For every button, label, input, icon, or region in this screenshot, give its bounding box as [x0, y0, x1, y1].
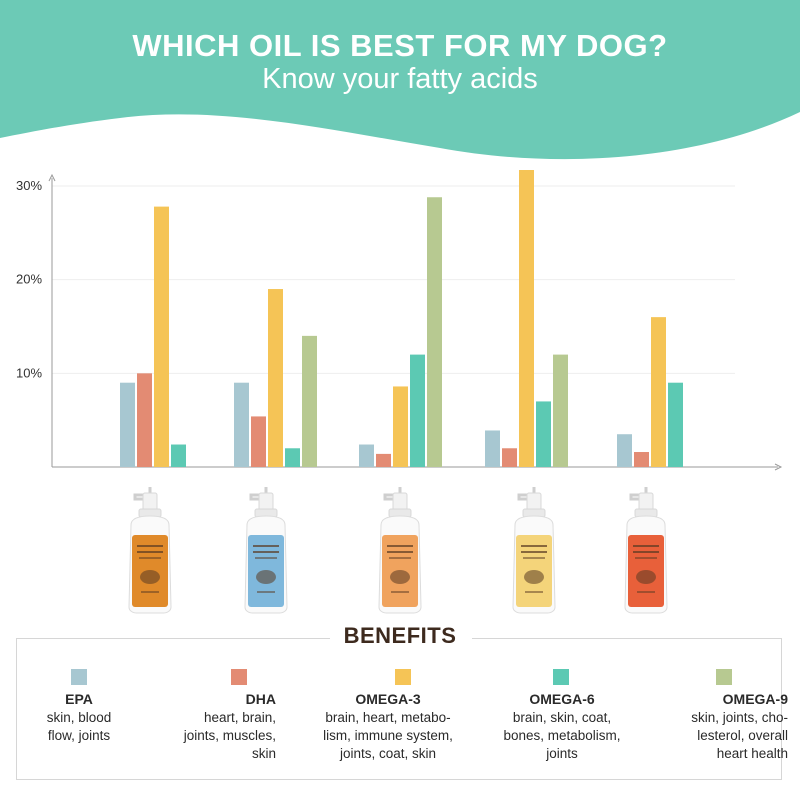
- bar-omega-6-1: [171, 444, 186, 467]
- y-axis-arrow: [48, 173, 56, 182]
- legend-swatch: [231, 669, 247, 685]
- bar-omega-6-3: [410, 354, 425, 467]
- pump-bottle-icon: [221, 485, 311, 615]
- benefit-description: skin, blood flow, joints: [4, 709, 154, 745]
- page-subtitle: Know your fatty acids: [262, 63, 538, 95]
- page-title: WHICH OIL IS BEST FOR MY DOG?: [132, 28, 668, 63]
- bar-epa-4: [485, 430, 500, 467]
- benefit-description-line: heart, brain,: [203, 710, 276, 725]
- benefit-name: EPA: [65, 691, 93, 707]
- benefit-description: skin, joints, cho-lesterol, overall heart…: [638, 709, 788, 763]
- bar-omega-3-5: [651, 317, 666, 467]
- bar-omega-6-5: [668, 382, 683, 467]
- benefit-description-line: skin, blood: [46, 710, 112, 725]
- y-tick-label: 20%: [16, 272, 42, 287]
- bar-omega-3-1: [154, 206, 169, 467]
- benefit-name: OMEGA-6: [529, 691, 595, 707]
- bar-dha-3: [376, 453, 391, 467]
- legend-swatch: [553, 669, 569, 685]
- y-tick-label: 30%: [16, 178, 42, 193]
- benefit-description: heart, brain, joints, muscles, skin: [126, 709, 276, 763]
- benefits-title-gap: [330, 630, 472, 646]
- benefit-name: OMEGA-3: [355, 691, 421, 707]
- bar-dha-4: [502, 448, 517, 467]
- bar-omega-6-2: [285, 448, 300, 467]
- benefit-description-line: flow, joints: [47, 728, 111, 743]
- benefit-description-line: brain, skin, coat,: [512, 710, 612, 725]
- bar-epa-1: [120, 382, 135, 467]
- benefit-description-line: lism, immune system,: [323, 728, 453, 743]
- bar-omega-6-4: [536, 401, 551, 467]
- legend-swatch: [71, 669, 87, 685]
- bar-epa-5: [617, 434, 632, 467]
- benefit-description-line: joints: [546, 746, 578, 761]
- bar-omega-9-4: [553, 354, 568, 467]
- legend-swatch: [716, 669, 732, 685]
- bar-dha-2: [251, 416, 266, 467]
- benefit-description-line: skin: [251, 746, 276, 761]
- benefit-description-line: brain, heart, metabo-: [325, 710, 451, 725]
- x-axis-arrow: [774, 463, 783, 471]
- pump-bottle-icon: [355, 485, 445, 615]
- bar-omega-3-4: [519, 170, 534, 467]
- bar-omega-3-3: [393, 386, 408, 467]
- benefit-description-line: joints, coat, skin: [339, 746, 437, 761]
- benefit-name: OMEGA-9: [722, 691, 788, 707]
- pump-bottle-icon: [601, 485, 691, 615]
- bar-omega-9-2: [302, 335, 317, 467]
- bar-chart: 10% 20% 30%: [16, 170, 783, 471]
- banner-wave: [0, 0, 800, 160]
- bar-dha-1: [137, 373, 152, 467]
- benefit-name: DHA: [245, 691, 276, 707]
- bar-dha-5: [634, 452, 649, 467]
- bar-epa-3: [359, 444, 374, 467]
- benefits-title: BENEFITS: [343, 623, 457, 648]
- legend-swatch: [395, 669, 411, 685]
- pump-bottle-icon: [489, 485, 579, 615]
- benefit-description-line: heart health: [716, 746, 788, 761]
- benefit-description: brain, heart, metabo-lism, immune system…: [313, 709, 463, 763]
- benefit-description-line: lesterol, overall: [697, 728, 788, 743]
- bar-omega-3-2: [268, 289, 283, 467]
- bar-omega-9-3: [427, 197, 442, 468]
- header-banner: [0, 0, 800, 160]
- benefit-description-line: bones, metabolism,: [503, 728, 621, 743]
- y-tick-label: 10%: [16, 365, 42, 380]
- pump-bottle-icon: [105, 485, 195, 615]
- benefit-description-line: skin, joints, cho-: [691, 710, 788, 725]
- benefit-description: brain, skin, coat, bones, metabolism, join…: [487, 709, 637, 763]
- benefit-description-line: joints, muscles,: [183, 728, 276, 743]
- bar-epa-2: [234, 382, 249, 467]
